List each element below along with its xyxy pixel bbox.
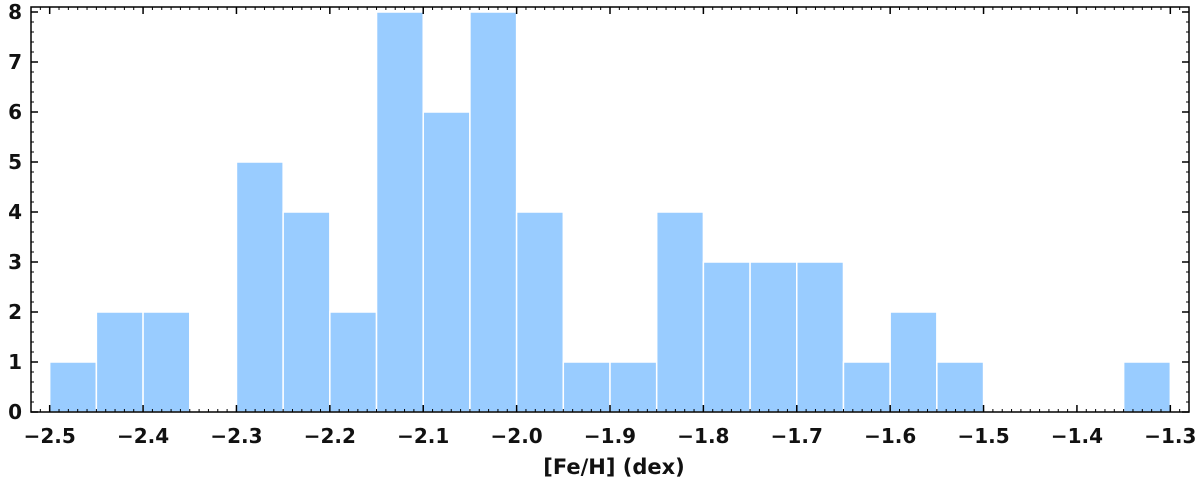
y-tick-label: 0 xyxy=(8,400,22,424)
histogram-bar-4 xyxy=(235,161,284,413)
histogram-bar-5 xyxy=(282,211,331,413)
x-tick-label: −1.4 xyxy=(1051,424,1103,448)
histogram-bar-0 xyxy=(48,361,98,413)
histogram-bar-16 xyxy=(796,261,845,413)
y-tick-label: 2 xyxy=(8,300,22,324)
x-axis-title: [Fe/H] (dex) xyxy=(543,455,685,479)
x-tick-label: −1.9 xyxy=(584,424,636,448)
x-tick-label: −1.3 xyxy=(1144,424,1196,448)
x-tick-label: −2.4 xyxy=(117,424,169,448)
y-tick-label: 4 xyxy=(8,200,22,224)
x-tick-label: −2.2 xyxy=(304,424,356,448)
histogram-bar-11 xyxy=(562,361,611,413)
y-tick-label: 5 xyxy=(8,150,22,174)
histogram-bar-19 xyxy=(936,361,985,413)
histogram-bars xyxy=(48,11,1172,413)
x-tick-label: −2.1 xyxy=(397,424,449,448)
histogram-bar-8 xyxy=(422,111,471,413)
histogram-bar-10 xyxy=(515,211,565,413)
histogram-bar-2 xyxy=(142,311,191,413)
x-tick-label: −1.7 xyxy=(771,424,823,448)
x-tick-labels: −2.5 −2.4 −2.3 −2.2 −2.1 −2.0 −1.9 −1.8 −1.7 −1.6… xyxy=(24,424,1197,448)
x-tick-label: −2.0 xyxy=(491,424,543,448)
y-tick-label: 3 xyxy=(8,250,22,274)
x-tick-label: −2.5 xyxy=(24,424,76,448)
histogram-bar-12 xyxy=(609,361,658,413)
histogram-bar-6 xyxy=(329,311,378,413)
x-tick-label: −1.6 xyxy=(864,424,916,448)
x-tick-label: −1.8 xyxy=(677,424,729,448)
x-tick-label: −1.5 xyxy=(957,424,1009,448)
histogram-bar-15 xyxy=(749,261,798,413)
x-tick-label: −2.3 xyxy=(210,424,262,448)
histogram-bar-9 xyxy=(469,11,518,413)
y-tick-label: 7 xyxy=(8,50,22,74)
minor-ticks xyxy=(30,7,1190,413)
major-ticks xyxy=(31,7,1189,413)
histogram-bar-13 xyxy=(655,211,705,413)
histogram-bar-14 xyxy=(702,261,751,413)
histogram-bar-1 xyxy=(95,311,144,413)
plot-frame xyxy=(30,6,1190,413)
y-tick-label: 1 xyxy=(8,350,22,374)
y-tick-labels: 0 1 2 3 4 5 6 7 8 xyxy=(8,0,22,424)
histogram-bar-7 xyxy=(375,11,424,413)
histogram-bar-18 xyxy=(889,311,938,413)
histogram-bar-17 xyxy=(842,361,891,413)
histogram-bar-23 xyxy=(1122,361,1172,413)
y-tick-label: 8 xyxy=(8,0,22,24)
y-tick-label: 6 xyxy=(8,100,22,124)
